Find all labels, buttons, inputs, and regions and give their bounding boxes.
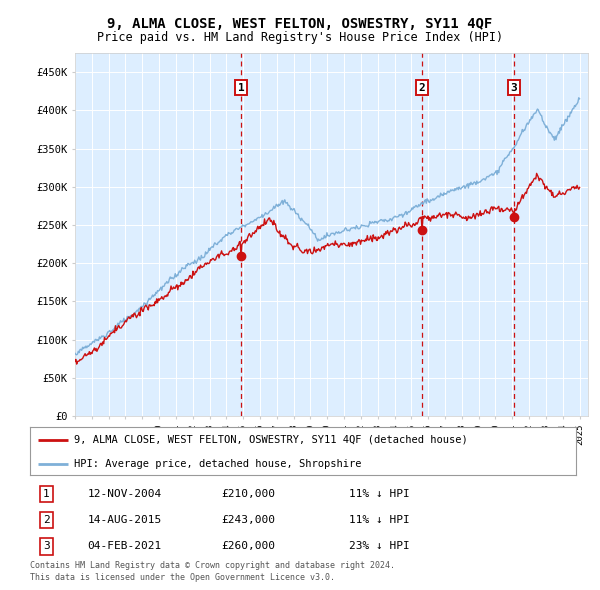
Text: 04-FEB-2021: 04-FEB-2021: [88, 542, 161, 552]
Text: 1: 1: [238, 83, 244, 93]
Text: 1: 1: [43, 489, 50, 499]
Text: 9, ALMA CLOSE, WEST FELTON, OSWESTRY, SY11 4QF (detached house): 9, ALMA CLOSE, WEST FELTON, OSWESTRY, SY…: [74, 435, 467, 445]
Text: £210,000: £210,000: [221, 489, 275, 499]
Text: Price paid vs. HM Land Registry's House Price Index (HPI): Price paid vs. HM Land Registry's House …: [97, 31, 503, 44]
Text: 2: 2: [43, 515, 50, 525]
Text: This data is licensed under the Open Government Licence v3.0.: This data is licensed under the Open Gov…: [30, 573, 335, 582]
Text: Contains HM Land Registry data © Crown copyright and database right 2024.: Contains HM Land Registry data © Crown c…: [30, 561, 395, 570]
Text: 3: 3: [511, 83, 517, 93]
Text: 11% ↓ HPI: 11% ↓ HPI: [349, 489, 410, 499]
Text: 2: 2: [418, 83, 425, 93]
Text: 23% ↓ HPI: 23% ↓ HPI: [349, 542, 410, 552]
Text: 9, ALMA CLOSE, WEST FELTON, OSWESTRY, SY11 4QF: 9, ALMA CLOSE, WEST FELTON, OSWESTRY, SY…: [107, 17, 493, 31]
Text: 3: 3: [43, 542, 50, 552]
Text: £243,000: £243,000: [221, 515, 275, 525]
Text: £260,000: £260,000: [221, 542, 275, 552]
Text: 12-NOV-2004: 12-NOV-2004: [88, 489, 161, 499]
Text: HPI: Average price, detached house, Shropshire: HPI: Average price, detached house, Shro…: [74, 459, 361, 469]
Text: 14-AUG-2015: 14-AUG-2015: [88, 515, 161, 525]
Text: 11% ↓ HPI: 11% ↓ HPI: [349, 515, 410, 525]
